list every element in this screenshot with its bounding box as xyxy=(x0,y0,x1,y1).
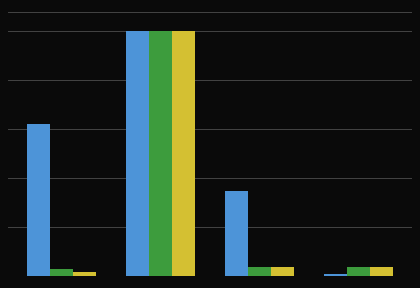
Bar xyxy=(149,31,172,276)
Bar xyxy=(271,267,294,276)
Bar xyxy=(27,124,50,276)
Bar xyxy=(172,31,195,276)
Bar xyxy=(73,272,96,276)
Bar xyxy=(248,267,271,276)
Bar xyxy=(370,267,393,276)
Bar xyxy=(126,31,149,276)
Bar xyxy=(225,191,248,276)
Bar xyxy=(50,269,73,276)
Bar xyxy=(324,274,347,276)
Bar xyxy=(347,267,370,276)
